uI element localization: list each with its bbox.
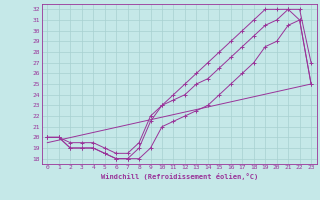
X-axis label: Windchill (Refroidissement éolien,°C): Windchill (Refroidissement éolien,°C) xyxy=(100,173,258,180)
